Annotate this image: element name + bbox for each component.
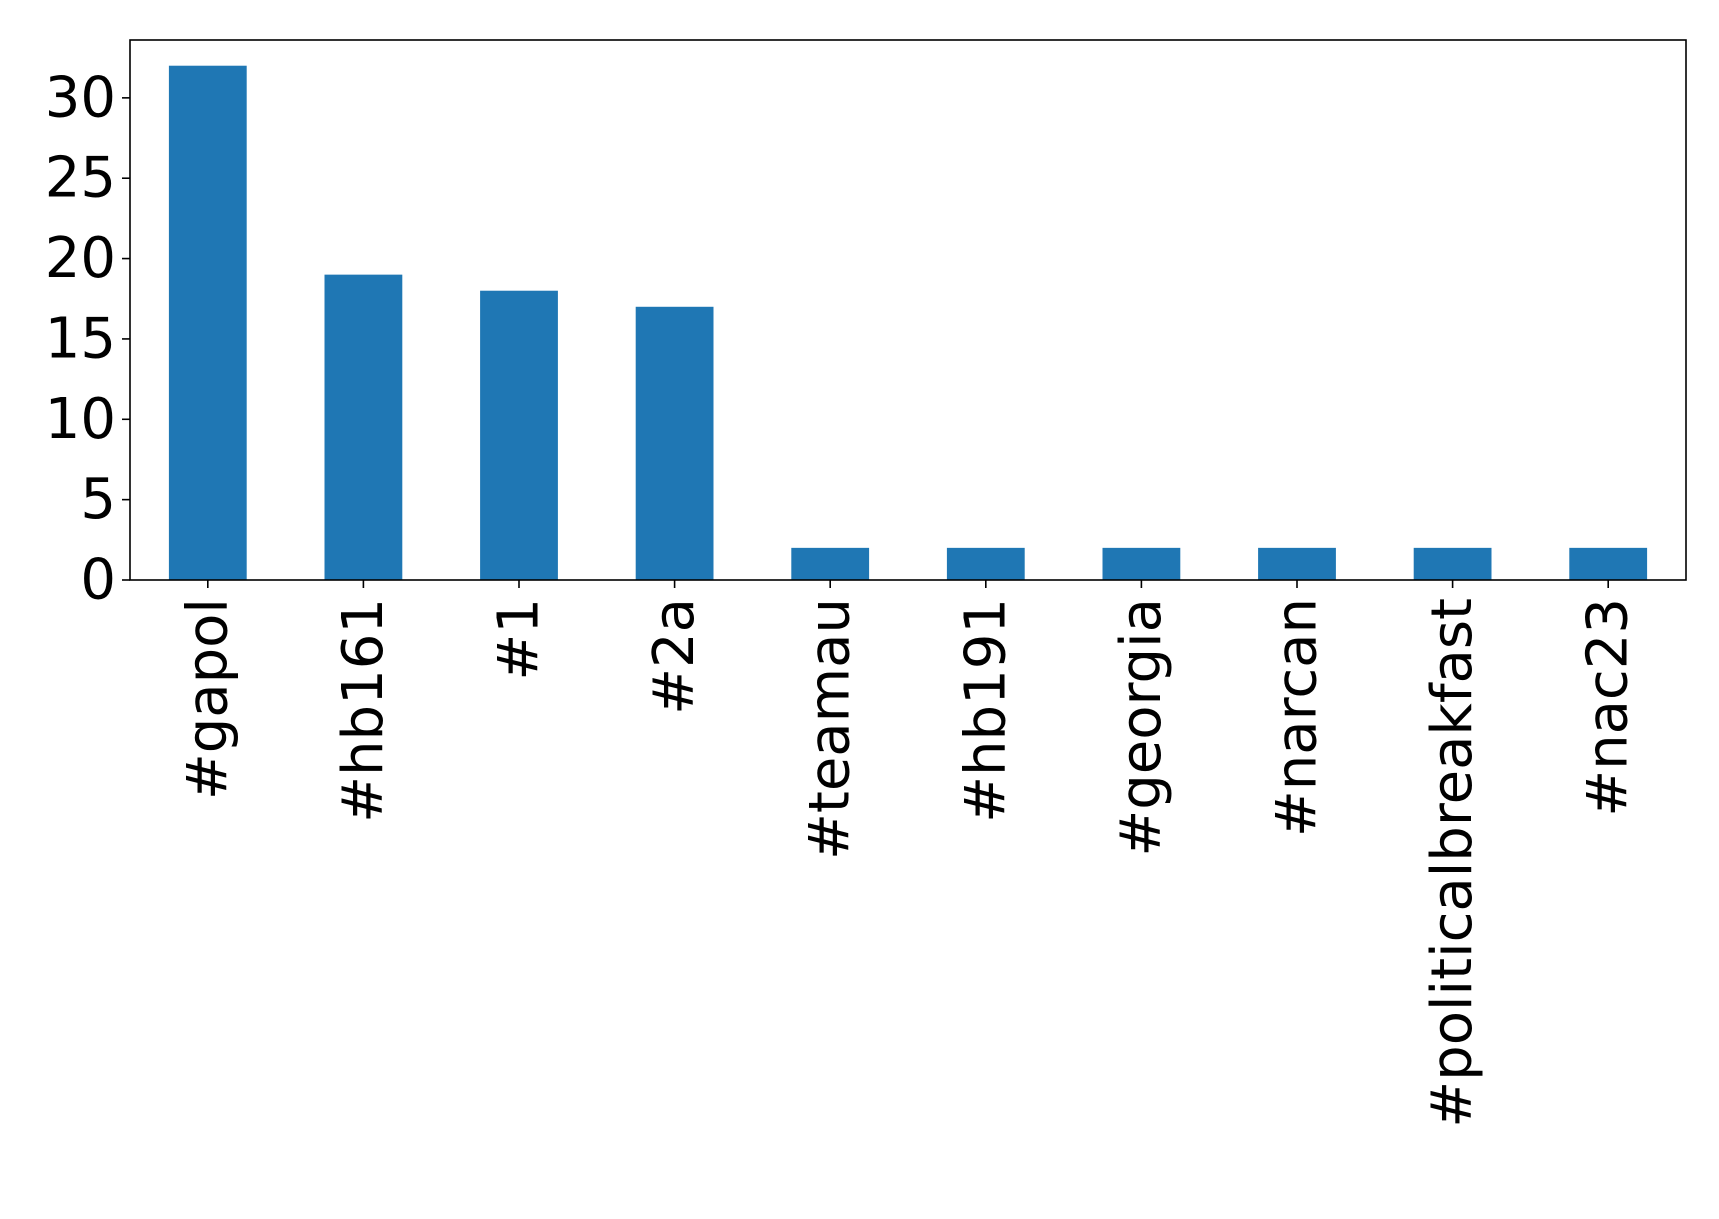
x-tick-label: #narcan xyxy=(1265,598,1330,837)
bar-5 xyxy=(946,547,1025,580)
bar-3 xyxy=(635,306,714,580)
bar-1 xyxy=(324,274,403,580)
x-tick-label: #2a xyxy=(642,598,707,715)
x-tick-label: #politicalbreakfast xyxy=(1420,598,1485,1128)
bar-7 xyxy=(1258,547,1336,580)
x-tick-label: #georgia xyxy=(1109,598,1174,857)
x-tick-label: #hb191 xyxy=(953,598,1018,823)
y-tick-label: 10 xyxy=(45,387,116,452)
x-tick-label: #teamau xyxy=(798,598,863,860)
y-tick-label: 25 xyxy=(45,146,116,211)
y-tick-label: 20 xyxy=(45,226,116,291)
y-tick-label: 5 xyxy=(80,467,116,532)
bar-8 xyxy=(1413,547,1492,580)
x-axis: #gapol #hb161 #1 #2a #teamau #hb191 #georgia #n… xyxy=(175,580,1641,1128)
y-tick-label: 0 xyxy=(80,548,116,613)
bar-2 xyxy=(480,290,558,580)
bars-layer xyxy=(168,65,1648,580)
x-tick-label: #hb161 xyxy=(331,598,396,823)
x-tick-label: #nac23 xyxy=(1576,598,1641,817)
y-axis: 0 5 10 15 20 25 30 xyxy=(45,65,130,613)
bar-4 xyxy=(791,547,870,580)
bar-6 xyxy=(1102,547,1181,580)
y-tick-label: 15 xyxy=(45,306,116,371)
bar-0 xyxy=(168,65,247,580)
plot-frame xyxy=(129,39,1687,581)
x-tick-label: #gapol xyxy=(175,598,240,800)
y-tick-label: 30 xyxy=(45,65,116,130)
bar-9 xyxy=(1569,547,1648,580)
x-tick-label: #1 xyxy=(487,598,552,681)
